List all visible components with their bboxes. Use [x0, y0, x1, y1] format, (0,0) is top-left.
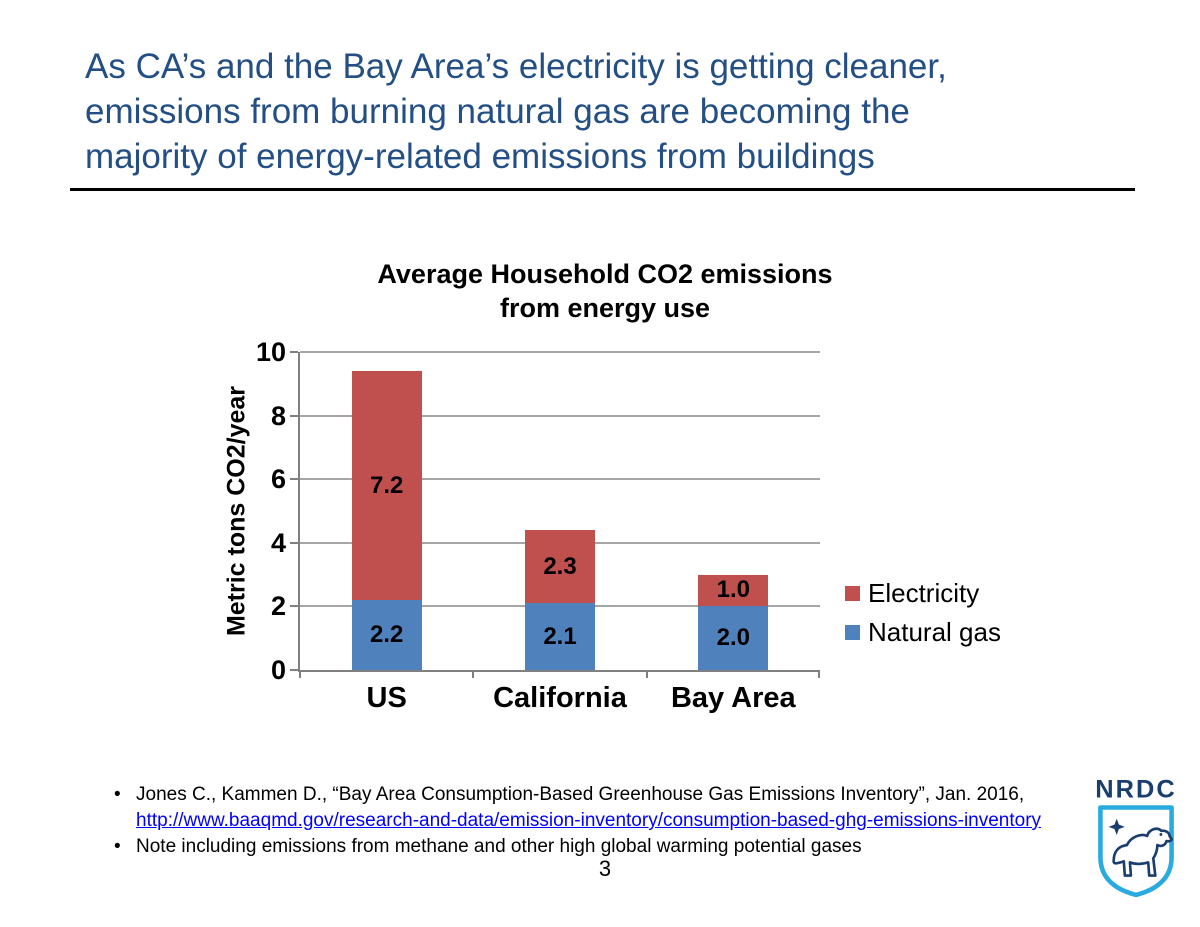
note-text: Note including emissions from methane an…: [136, 836, 862, 857]
chart-legend: Electricity Natural gas: [845, 579, 1001, 657]
y-axis-tick-2: [290, 605, 298, 608]
legend-label: Electricity: [868, 578, 980, 608]
y-axis-line: [298, 352, 300, 672]
bar-value-label: 7.2: [369, 471, 404, 499]
star-icon: [1108, 818, 1125, 835]
legend-item-natural-gas: Natural gas: [845, 618, 1001, 646]
chart-title-line-2: from energy use: [499, 293, 711, 323]
slide-title-line-2: emissions from burning natural gas are b…: [85, 92, 910, 131]
y-axis-tick-label-2: 2: [270, 591, 286, 622]
x-axis-tick-3: [818, 670, 820, 678]
bear-eye: [1159, 833, 1163, 836]
x-axis-label-us: US: [366, 682, 407, 714]
y-axis-tick-6: [290, 478, 298, 481]
gridline-6: [300, 478, 820, 481]
bar-segment-natural-gas-bay-area: 2.0: [698, 606, 769, 670]
slide-title-line-1: As CA’s and the Bay Area’s electricity i…: [85, 47, 947, 86]
nrdc-logo-text: NRDC: [1095, 776, 1176, 803]
slide-title-line-3: majority of energy-related emissions fro…: [85, 137, 875, 176]
y-axis-tick-label-0: 0: [270, 655, 286, 685]
y-axis-tick-8: [290, 414, 298, 417]
y-axis-tick-label-4: 4: [270, 527, 286, 558]
x-axis-line: [298, 670, 820, 672]
x-axis-tick-0: [299, 670, 301, 678]
bullet-icon: •: [114, 836, 121, 857]
chart-title: Average Household CO2 emissions from ene…: [305, 257, 905, 325]
bar-value-label: 1.0: [716, 576, 751, 604]
y-axis-tick-label-8: 8: [270, 400, 286, 431]
x-axis-label-bay-area: Bay Area: [670, 682, 796, 714]
legend-item-electricity: Electricity: [845, 579, 1001, 607]
bar-value-label: 2.1: [543, 622, 577, 650]
x-axis-label-california: California: [493, 682, 627, 714]
page-number: 3: [598, 856, 612, 881]
chart-title-line-1: Average Household CO2 emissions: [377, 259, 833, 289]
footer-bullet-2: • Note including emissions from methane …: [110, 834, 1090, 860]
gridline-8: [300, 414, 820, 417]
x-axis-tick-2: [645, 670, 648, 678]
plot-area: 2.2 7.2 US 2.1 2.3 California 2.0 1.0 Bay Area 0 2…: [256, 338, 820, 714]
bar-value-label: 2.2: [369, 621, 404, 648]
y-axis-tick-label-10: 10: [255, 337, 286, 367]
bar-value-label: 2.3: [543, 552, 577, 580]
citation-link[interactable]: http://www.baaqmd.gov/research-and-data/…: [136, 810, 1042, 831]
nrdc-logo-graphic: NRDC: [1095, 775, 1176, 898]
bar-segment-natural-gas-us: 2.2: [351, 600, 422, 670]
legend-label: Natural gas: [868, 617, 1001, 647]
legend-swatch-electricity: [845, 585, 860, 601]
bar-segment-electricity-california: 2.3: [525, 530, 595, 604]
bar-segment-electricity-us: 7.2: [351, 371, 422, 601]
footer-bullet-1: • Jones C., Kammen D., “Bay Area Consump…: [110, 782, 1090, 834]
legend-swatch-natural-gas: [845, 624, 860, 640]
bar-segment-natural-gas-california: 2.1: [525, 603, 595, 670]
citation-text: Jones C., Kammen D., “Bay Area Consumpti…: [136, 784, 1025, 805]
x-axis-tick-1: [472, 670, 475, 678]
slide-title: As CA’s and the Bay Area’s electricity i…: [85, 44, 1155, 179]
bar-segment-electricity-bay-area: 1.0: [698, 574, 769, 607]
footer-notes: • Jones C., Kammen D., “Bay Area Consump…: [110, 782, 1090, 860]
bar-value-label: 2.0: [716, 624, 751, 652]
bullet-icon: •: [114, 784, 121, 805]
nrdc-logo: NRDC: [1085, 775, 1187, 900]
y-axis-tick-0: [290, 669, 298, 671]
gridline-10: [300, 351, 820, 353]
polar-bear-icon: [1112, 827, 1173, 877]
footer-bullet-1-body: Jones C., Kammen D., “Bay Area Consumpti…: [136, 782, 1090, 834]
title-underline: [70, 188, 1135, 191]
y-axis-tick-4: [290, 541, 298, 544]
y-axis-tick-label-6: 6: [270, 464, 286, 495]
y-axis-tick-10: [290, 351, 298, 353]
